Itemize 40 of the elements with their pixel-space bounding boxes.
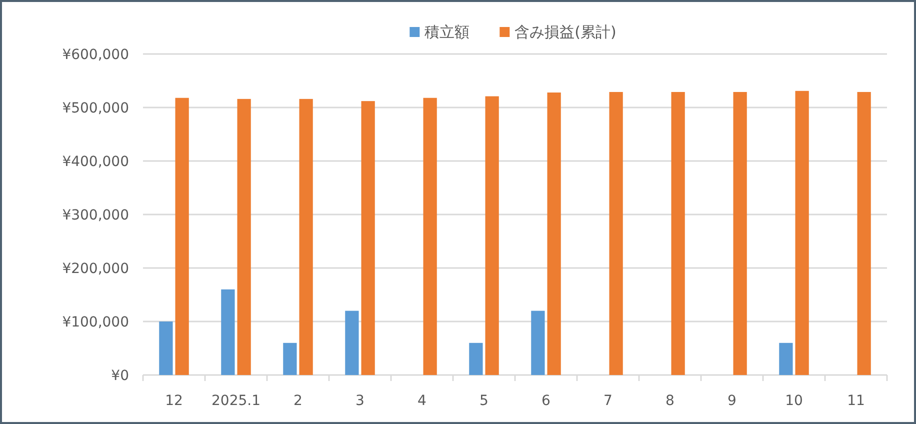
bar	[299, 98, 313, 375]
y-tick-label: ¥500,000	[62, 100, 129, 116]
bar	[159, 322, 173, 375]
bar	[175, 98, 189, 375]
x-tick-label: 2025.1	[212, 393, 260, 409]
bar	[733, 92, 747, 375]
bar	[609, 92, 623, 375]
x-tick-label: 10	[785, 393, 803, 409]
y-tick-label: ¥0	[111, 368, 129, 384]
bar	[779, 342, 793, 375]
legend-label: 積立額	[424, 23, 470, 41]
bar	[547, 92, 561, 375]
bar	[423, 98, 437, 375]
bar	[671, 92, 685, 375]
bar	[237, 98, 251, 375]
legend-label: 含み損益(累計)	[514, 23, 616, 41]
bar	[531, 310, 545, 375]
bar	[221, 289, 235, 375]
x-tick-label: 9	[728, 393, 736, 409]
bar	[283, 342, 297, 375]
y-tick-label: ¥600,000	[62, 47, 129, 63]
y-tick-label: ¥100,000	[62, 314, 129, 330]
y-tick-label: ¥400,000	[62, 154, 129, 170]
bar	[485, 96, 499, 375]
x-tick-label: 8	[666, 393, 674, 409]
bar	[469, 342, 483, 375]
x-tick-label: 6	[542, 393, 551, 409]
x-tick-label: 4	[418, 393, 427, 409]
x-tick-label: 11	[847, 393, 865, 409]
bar	[345, 310, 359, 375]
x-tick-label: 12	[165, 393, 183, 409]
bar	[795, 90, 809, 375]
y-tick-label: ¥300,000	[62, 208, 129, 224]
bar	[857, 92, 871, 375]
y-tick-label: ¥200,000	[62, 261, 129, 277]
x-tick-label: 5	[480, 393, 488, 409]
x-tick-label: 3	[356, 393, 364, 409]
x-tick-label: 2	[294, 393, 302, 409]
bar	[361, 101, 375, 375]
x-tick-label: 7	[604, 393, 612, 409]
